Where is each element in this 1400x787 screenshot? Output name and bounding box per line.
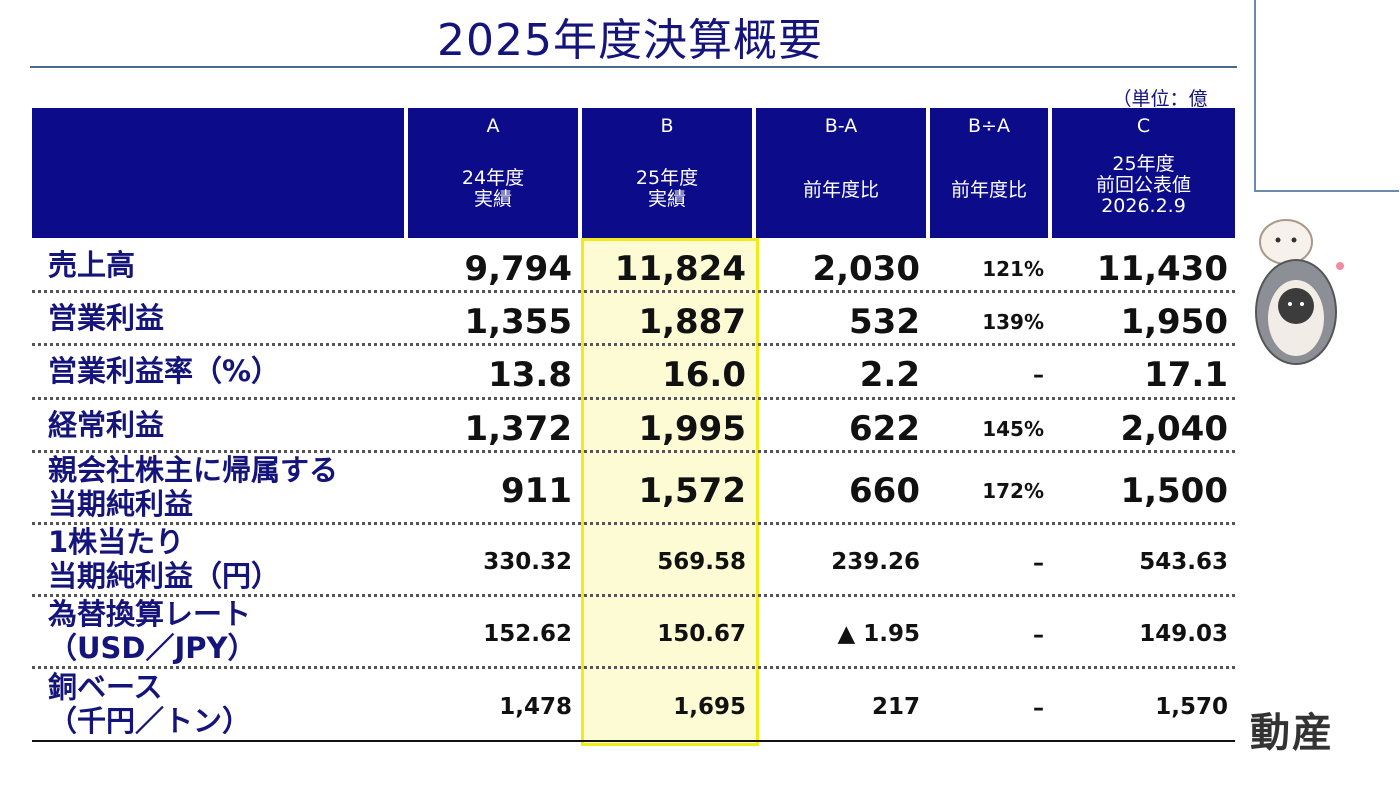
cell-c: 1,570 bbox=[1155, 693, 1228, 720]
row-separator bbox=[32, 343, 1235, 346]
row-label: 売上高 bbox=[48, 247, 136, 282]
mascot-illustration bbox=[1255, 219, 1344, 365]
cell-ratio: – bbox=[1033, 623, 1044, 648]
cell-a: 9,794 bbox=[464, 248, 572, 289]
side-panel-frame bbox=[1254, 0, 1399, 192]
title-underline bbox=[30, 66, 1237, 68]
header-blank-cell bbox=[32, 108, 404, 238]
table-row: 営業利益 1,355 1,887 532 139% 1,950 bbox=[32, 293, 1235, 346]
cell-a: 1,372 bbox=[464, 408, 572, 449]
header-col-b-label: 25年度 実績 bbox=[635, 167, 699, 210]
row-separator bbox=[32, 522, 1235, 525]
cell-b: 11,824 bbox=[614, 248, 746, 289]
cell-ba: 622 bbox=[849, 408, 920, 449]
cell-c: 149.03 bbox=[1139, 621, 1228, 647]
row-label: 営業利益 bbox=[48, 300, 165, 335]
cell-ba: 2,030 bbox=[812, 248, 920, 289]
row-label: 為替換算レート （USD／JPY） bbox=[48, 597, 257, 665]
cell-ratio: – bbox=[1033, 551, 1044, 576]
header-col-a-code: A bbox=[486, 115, 500, 137]
row-label: 銅ベース （千円／トン） bbox=[48, 669, 252, 738]
cell-a: 330.32 bbox=[483, 549, 572, 575]
cell-ratio: 172% bbox=[982, 479, 1044, 503]
cell-a: 1,478 bbox=[499, 693, 572, 720]
cell-ratio: 139% bbox=[982, 309, 1044, 334]
cell-a: 1,355 bbox=[464, 301, 572, 342]
cell-ba: ▲ 1.95 bbox=[837, 621, 920, 647]
row-separator bbox=[32, 666, 1235, 669]
header-col-ratio-label: 前年度比 bbox=[950, 179, 1027, 201]
cell-c: 1,950 bbox=[1120, 301, 1228, 342]
table-row: 経常利益 1,372 1,995 622 145% 2,040 bbox=[32, 400, 1235, 453]
cell-c: 11,430 bbox=[1096, 248, 1228, 289]
row-separator bbox=[32, 594, 1235, 597]
cell-ba: 660 bbox=[849, 471, 920, 511]
row-separator bbox=[32, 450, 1235, 453]
row-separator bbox=[32, 397, 1235, 400]
row-separator bbox=[32, 290, 1235, 293]
header-col-ba-code: B-A bbox=[824, 115, 858, 137]
cell-ba: 217 bbox=[871, 693, 920, 720]
header-col-ratio: B÷A 前年度比 bbox=[930, 108, 1048, 238]
header-col-a: A 24年度 実績 bbox=[408, 108, 578, 238]
row-label: 営業利益率（%） bbox=[48, 354, 281, 388]
table-row: 為替換算レート （USD／JPY） 152.62 150.67 ▲ 1.95 – 149.… bbox=[32, 597, 1235, 669]
cell-c: 1,500 bbox=[1120, 471, 1228, 511]
cell-b: 16.0 bbox=[662, 355, 746, 395]
cell-b: 1,695 bbox=[673, 693, 746, 720]
cell-b: 1,572 bbox=[638, 471, 746, 511]
table-row: 売上高 9,794 11,824 2,030 121% 11,430 bbox=[32, 240, 1235, 293]
cell-ba: 2.2 bbox=[859, 355, 920, 395]
header-col-ratio-code: B÷A bbox=[968, 115, 1010, 137]
column-b-highlight bbox=[581, 238, 759, 746]
row-label: 親会社株主に帰属する 当期純利益 bbox=[48, 453, 339, 521]
cell-b: 150.67 bbox=[657, 621, 746, 647]
cell-a: 911 bbox=[501, 471, 572, 511]
cell-a: 152.62 bbox=[483, 621, 572, 647]
header-col-c-label: 25年度 前回公表値 2026.2.9 bbox=[1095, 153, 1191, 217]
cell-b: 1,995 bbox=[638, 408, 746, 449]
table-row: 営業利益率（%） 13.8 16.0 2.2 – 17.1 bbox=[32, 346, 1235, 400]
row-separator bbox=[32, 740, 1235, 742]
cell-b: 569.58 bbox=[657, 549, 746, 575]
header-col-ba-label: 前年度比 bbox=[802, 179, 879, 201]
table-row: 親会社株主に帰属する 当期純利益 911 1,572 660 172% 1,500 bbox=[32, 453, 1235, 525]
header-col-c-code: C bbox=[1136, 115, 1151, 137]
cell-c: 17.1 bbox=[1144, 355, 1228, 395]
cell-ratio: 121% bbox=[982, 256, 1044, 281]
cell-ba: 239.26 bbox=[831, 549, 920, 575]
table-row: 1株当たり 当期純利益（円） 330.32 569.58 239.26 – 543.63 bbox=[32, 525, 1235, 597]
row-label: 経常利益 bbox=[48, 407, 165, 442]
cell-b: 1,887 bbox=[638, 301, 746, 342]
header-col-a-label: 24年度 実績 bbox=[461, 167, 525, 210]
table-row: 銅ベース （千円／トン） 1,478 1,695 217 – 1,570 bbox=[32, 669, 1235, 742]
cell-a: 13.8 bbox=[488, 355, 572, 395]
cell-c: 543.63 bbox=[1139, 549, 1228, 575]
logo-text: 動産 bbox=[1250, 710, 1334, 756]
header-col-ba: B-A 前年度比 bbox=[756, 108, 926, 238]
page-title: 2025年度決算概要 bbox=[437, 15, 823, 66]
cell-ba: 532 bbox=[849, 301, 920, 342]
cell-ratio: – bbox=[1033, 695, 1044, 721]
header-col-b-code: B bbox=[660, 115, 674, 137]
cell-ratio: – bbox=[1033, 363, 1044, 388]
cell-ratio: 145% bbox=[982, 416, 1044, 441]
header-col-b: B 25年度 実績 bbox=[582, 108, 752, 238]
row-label: 1株当たり 当期純利益（円） bbox=[48, 525, 281, 593]
cell-c: 2,040 bbox=[1120, 408, 1228, 449]
header-col-c: C 25年度 前回公表値 2026.2.9 bbox=[1052, 108, 1235, 238]
